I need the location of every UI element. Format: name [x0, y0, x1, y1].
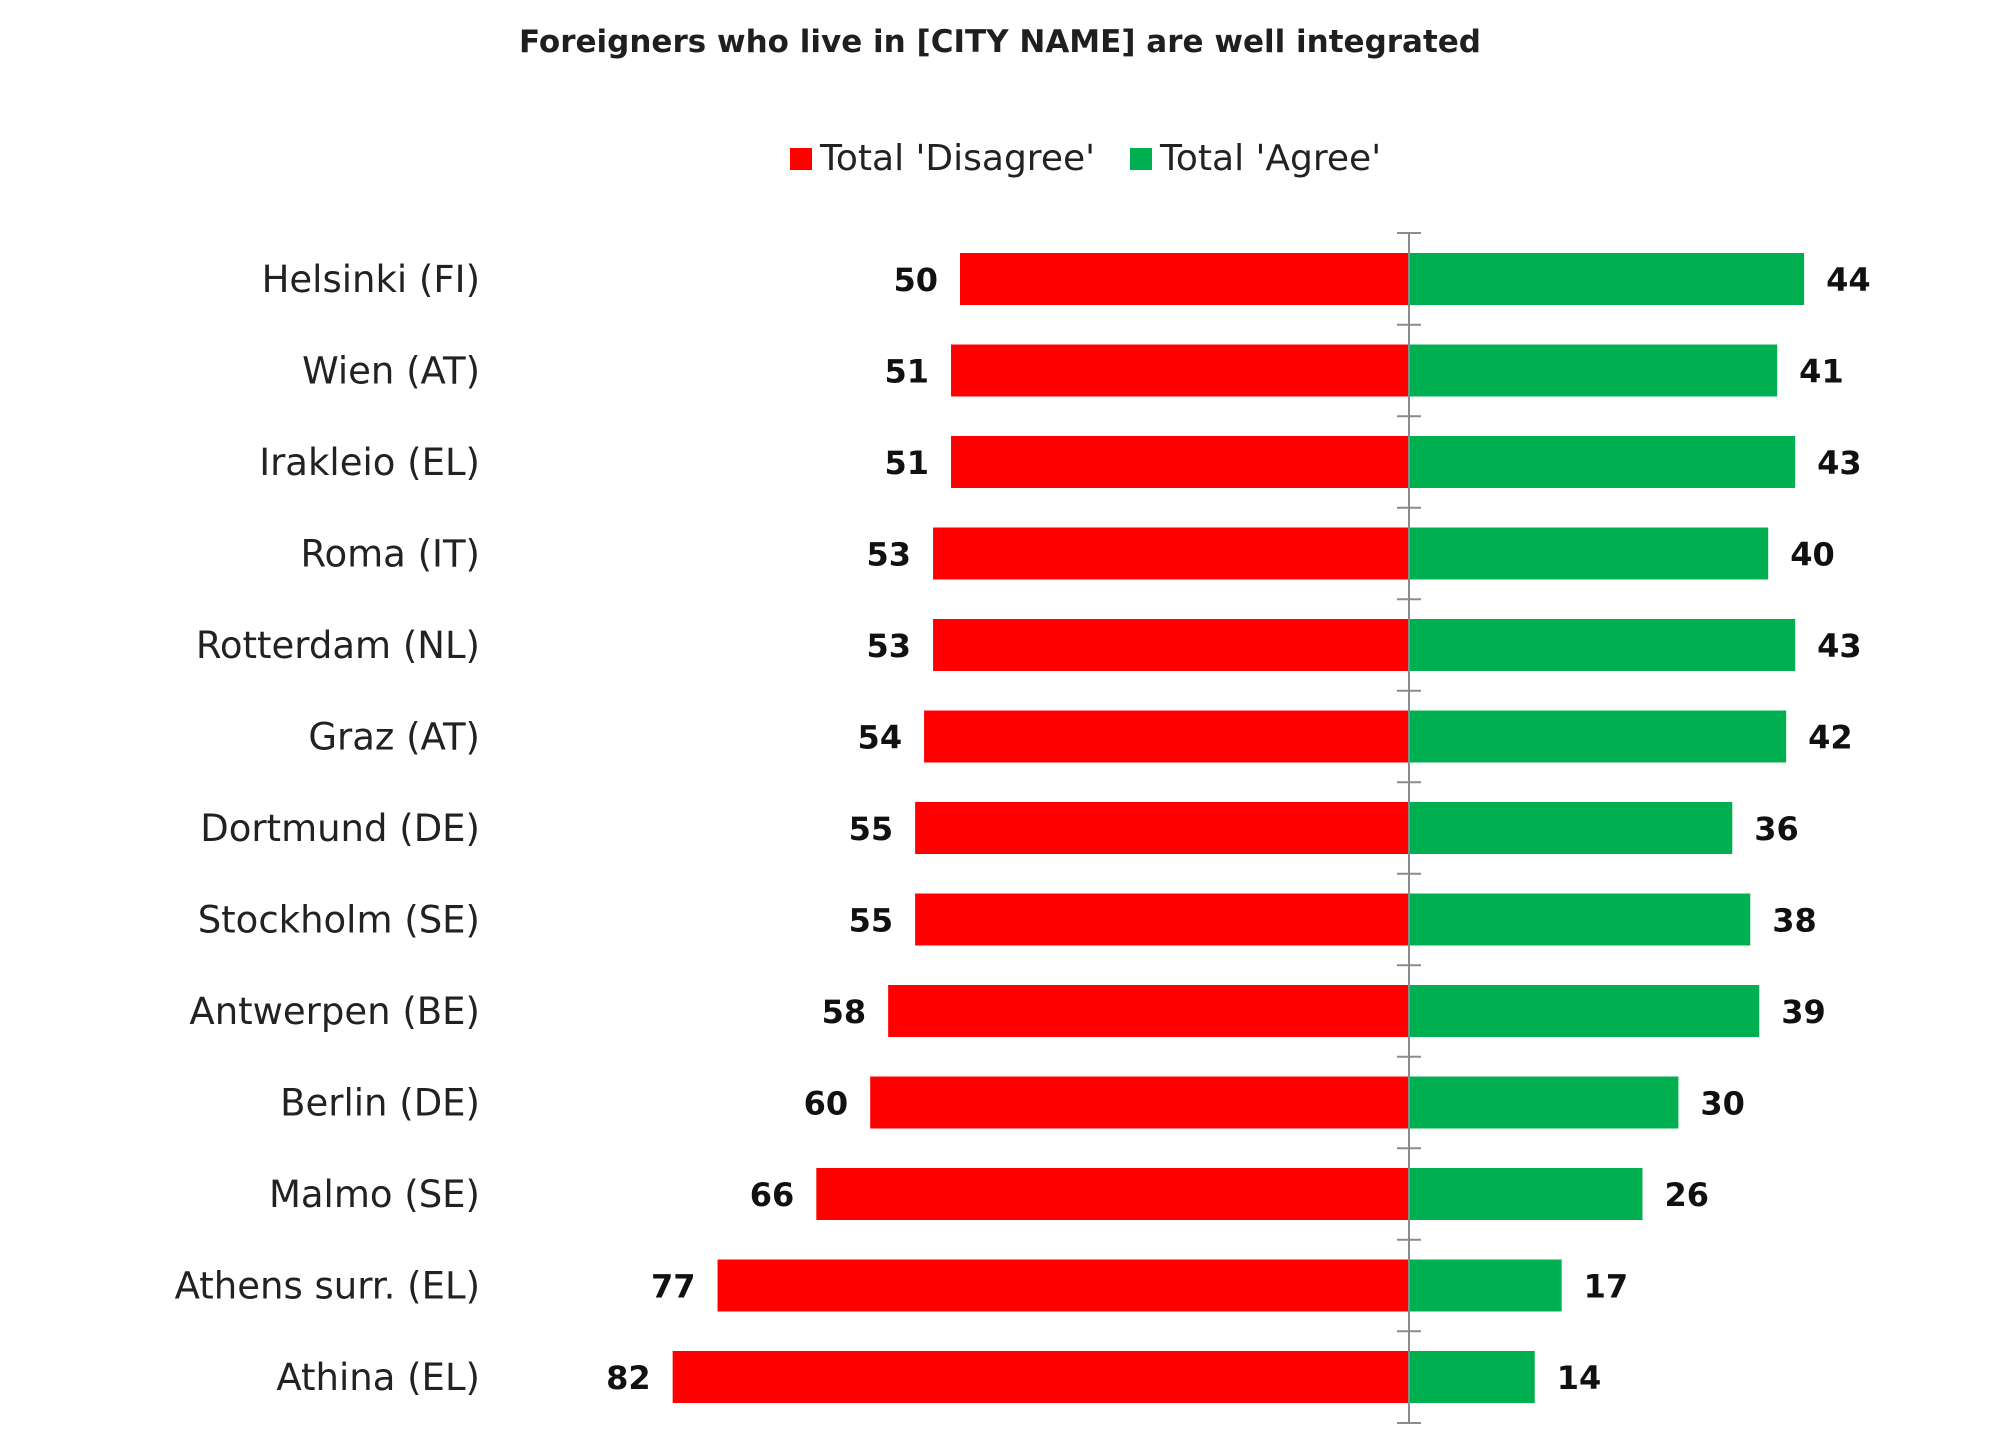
- legend-label-disagree: Total 'Disagree': [819, 138, 1095, 179]
- value-label-disagree-roma-it: 53: [867, 536, 912, 574]
- bar-agree-irakleio-el: [1409, 436, 1796, 488]
- labels-layer: Helsinki (FI) 50 44 Wien (AT) 51 41 Irakleio (…: [175, 258, 1871, 1399]
- bar-agree-athina-el: [1409, 1351, 1535, 1403]
- value-label-agree-roma-it: 40: [1790, 536, 1835, 574]
- category-label-graz-at: Graz (AT): [308, 716, 480, 759]
- category-label-stockholm-se: Stockholm (SE): [198, 899, 480, 942]
- category-label-malmo-se: Malmo (SE): [269, 1173, 480, 1216]
- bar-disagree-dortmund-de: [915, 802, 1409, 854]
- bar-agree-stockholm-se: [1409, 893, 1751, 946]
- bar-disagree-roma-it: [933, 527, 1409, 580]
- value-label-disagree-graz-at: 54: [858, 719, 903, 757]
- bar-disagree-graz-at: [924, 710, 1409, 763]
- value-label-disagree-berlin-de: 60: [804, 1085, 849, 1123]
- value-label-agree-graz-at: 42: [1808, 719, 1853, 757]
- bar-disagree-athina-el: [672, 1351, 1409, 1403]
- legend-swatch-agree: [1130, 148, 1152, 170]
- category-label-wien-at: Wien (AT): [302, 350, 480, 393]
- value-label-disagree-athens-surr-el: 77: [651, 1268, 696, 1306]
- value-label-disagree-antwerpen-be: 58: [822, 993, 867, 1031]
- bar-agree-dortmund-de: [1409, 802, 1733, 854]
- bars-layer: [672, 253, 1805, 1403]
- value-label-agree-dortmund-de: 36: [1754, 810, 1799, 848]
- bar-agree-wien-at: [1409, 344, 1778, 397]
- category-label-athina-el: Athina (EL): [276, 1356, 480, 1399]
- bar-agree-helsinki-fi: [1409, 253, 1805, 305]
- bar-agree-malmo-se: [1409, 1168, 1643, 1220]
- bar-disagree-stockholm-se: [915, 893, 1409, 946]
- legend: Total 'Disagree' Total 'Agree': [790, 138, 1381, 179]
- bar-disagree-irakleio-el: [951, 436, 1409, 488]
- bar-disagree-berlin-de: [870, 1076, 1409, 1129]
- value-label-agree-stockholm-se: 38: [1772, 902, 1817, 940]
- chart-title: Foreigners who live in [CITY NAME] are w…: [519, 24, 1481, 60]
- value-label-disagree-athina-el: 82: [606, 1359, 651, 1397]
- value-label-disagree-helsinki-fi: 50: [893, 261, 938, 299]
- category-label-roma-it: Roma (IT): [300, 533, 480, 576]
- bar-disagree-helsinki-fi: [960, 253, 1409, 305]
- bar-disagree-antwerpen-be: [888, 985, 1409, 1037]
- value-label-disagree-irakleio-el: 51: [884, 444, 929, 482]
- value-label-agree-rotterdam-nl: 43: [1817, 627, 1862, 665]
- value-label-disagree-rotterdam-nl: 53: [867, 627, 912, 665]
- bar-agree-graz-at: [1409, 710, 1787, 763]
- value-label-agree-helsinki-fi: 44: [1826, 261, 1871, 299]
- bar-disagree-malmo-se: [816, 1168, 1409, 1220]
- category-label-irakleio-el: Irakleio (EL): [259, 441, 480, 484]
- bar-agree-antwerpen-be: [1409, 985, 1760, 1037]
- value-label-agree-malmo-se: 26: [1664, 1176, 1709, 1214]
- category-label-rotterdam-nl: Rotterdam (NL): [196, 624, 480, 667]
- value-label-agree-athens-surr-el: 17: [1584, 1268, 1629, 1306]
- value-label-agree-wien-at: 41: [1799, 353, 1844, 391]
- bar-agree-roma-it: [1409, 527, 1769, 580]
- bar-agree-berlin-de: [1409, 1076, 1679, 1129]
- bar-agree-athens-surr-el: [1409, 1259, 1562, 1312]
- legend-label-agree: Total 'Agree': [1159, 138, 1381, 179]
- value-label-agree-irakleio-el: 43: [1817, 444, 1862, 482]
- bar-agree-rotterdam-nl: [1409, 619, 1796, 671]
- value-label-disagree-malmo-se: 66: [750, 1176, 795, 1214]
- value-label-agree-antwerpen-be: 39: [1781, 993, 1826, 1031]
- legend-swatch-disagree: [790, 148, 812, 170]
- value-label-agree-athina-el: 14: [1557, 1359, 1602, 1397]
- category-label-helsinki-fi: Helsinki (FI): [262, 258, 480, 301]
- category-label-antwerpen-be: Antwerpen (BE): [189, 990, 480, 1033]
- category-label-athens-surr-el: Athens surr. (EL): [175, 1265, 480, 1308]
- bar-disagree-rotterdam-nl: [933, 619, 1409, 671]
- value-label-disagree-stockholm-se: 55: [849, 902, 894, 940]
- center-axis: [1397, 232, 1421, 1424]
- category-label-berlin-de: Berlin (DE): [280, 1082, 480, 1125]
- value-label-disagree-dortmund-de: 55: [849, 810, 894, 848]
- bar-disagree-athens-surr-el: [717, 1259, 1409, 1312]
- bar-disagree-wien-at: [951, 344, 1409, 397]
- category-label-dortmund-de: Dortmund (DE): [200, 807, 480, 850]
- value-label-agree-berlin-de: 30: [1700, 1085, 1745, 1123]
- value-label-disagree-wien-at: 51: [884, 353, 929, 391]
